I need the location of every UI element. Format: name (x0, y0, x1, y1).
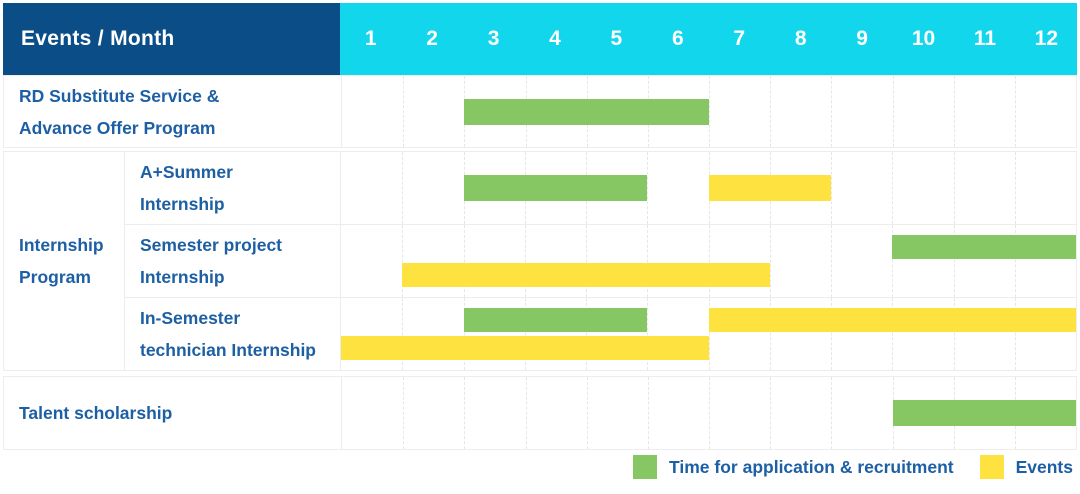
month-gridline (1014, 76, 1016, 147)
month-gridline (831, 152, 832, 224)
month-gridline (403, 76, 405, 147)
month-gridline (892, 298, 894, 370)
month-gridline (524, 225, 526, 297)
month-gridline (1014, 298, 1016, 370)
chart-cell-a-summer (340, 152, 1076, 224)
chart-cell-in-semester-technician (340, 298, 1076, 370)
month-header-cell: 10 (911, 27, 936, 50)
month-header-cell: 12 (1034, 27, 1059, 50)
month-gridline (464, 377, 466, 449)
month-header-cell: 11 (973, 27, 997, 50)
section-talent-scholarship: Talent scholarship (3, 376, 1077, 450)
table-title: Events / Month (3, 3, 340, 75)
chart-cell-rd-substitute (341, 76, 1076, 147)
month-gridline (892, 152, 894, 224)
gantt-bar-green (892, 235, 1076, 259)
month-gridline (463, 298, 465, 370)
month-gridline (892, 225, 894, 297)
month-gridline (770, 76, 772, 147)
legend-label-events: Events (1015, 456, 1073, 477)
month-gridline (403, 377, 405, 449)
month-gridline (831, 377, 833, 449)
month-gridline (709, 377, 710, 449)
month-header-cell: 5 (610, 27, 623, 50)
gantt-bar-green (464, 98, 709, 125)
group-label-internship-program: Internship Program (4, 152, 125, 370)
month-header-cell: 8 (794, 27, 807, 50)
month-gridline (953, 298, 955, 370)
month-gridline (402, 152, 404, 224)
row-in-semester-technician: In-Semester technician Internship (125, 297, 1076, 370)
row-label-in-semester-technician: In-Semester technician Internship (140, 308, 316, 360)
month-header-cell: 7 (733, 27, 746, 50)
chart-cell-semester-project (340, 225, 1076, 297)
month-gridline (525, 377, 527, 449)
month-gridline (831, 76, 833, 147)
month-gridline (769, 225, 771, 297)
gantt-table: Events / Month 1 2 3 4 5 6 7 8 9 10 11 12 RD Substi… (3, 3, 1077, 450)
month-header-cell: 1 (364, 27, 377, 50)
month-gridline (709, 76, 710, 147)
month-gridline (769, 298, 771, 370)
month-header-cell: 2 (426, 27, 438, 50)
legend-swatch-green-icon (633, 455, 658, 479)
month-gridline (463, 225, 465, 297)
month-header-cell: 4 (549, 27, 561, 50)
gantt-bar-green (463, 308, 648, 332)
row-label-rd-substitute: RD Substitute Service & Advance Offer Pr… (19, 85, 220, 138)
legend-item-application-recruitment: Time for application & recruitment (633, 455, 954, 479)
row-label-talent-scholarship: Talent scholarship (19, 403, 173, 423)
row-label-a-summer: A+Summer Internship (140, 162, 233, 214)
gantt-bar-yellow (341, 336, 709, 360)
header-row: Events / Month 1 2 3 4 5 6 7 8 9 10 11 12 (3, 3, 1077, 75)
month-gridline (647, 377, 649, 449)
row-label-semester-project: Semester project Internship (140, 235, 283, 287)
month-header-cell: 6 (671, 27, 684, 50)
month-gridline (770, 377, 772, 449)
month-gridline (892, 76, 894, 147)
month-gridline (524, 298, 526, 370)
legend-swatch-yellow-icon (979, 455, 1004, 479)
row-rd-substitute: RD Substitute Service & Advance Offer Pr… (4, 76, 1076, 147)
section-rd-substitute: RD Substitute Service & Advance Offer Pr… (3, 75, 1077, 148)
gantt-bar-green (463, 175, 648, 201)
gantt-bar-green (892, 400, 1076, 426)
month-gridline (647, 152, 649, 224)
gantt-bar-yellow (708, 175, 831, 201)
month-gridline (1014, 225, 1016, 297)
month-gridline (586, 298, 587, 370)
month-gridline (953, 76, 955, 147)
month-gridline (953, 152, 955, 224)
month-gridline (953, 225, 955, 297)
month-gridline (647, 298, 649, 370)
month-gridline (708, 298, 710, 370)
gantt-bar-yellow (708, 308, 1076, 332)
internship-subrows: A+Summer Internship Semester project Int… (125, 152, 1076, 370)
month-gridline (708, 225, 710, 297)
row-semester-project: Semester project Internship (125, 224, 1076, 297)
row-a-summer: A+Summer Internship (125, 152, 1076, 224)
month-header-row: 1 2 3 4 5 6 7 8 9 10 11 12 (340, 3, 1077, 75)
legend-item-events: Events (979, 455, 1073, 479)
section-internship-program: Internship Program A+Summer Internship S… (3, 151, 1077, 371)
month-header-cell: 3 (487, 27, 500, 50)
row-talent-scholarship: Talent scholarship (4, 377, 1076, 449)
month-gridline (1014, 152, 1016, 224)
gantt-bar-yellow (402, 263, 770, 287)
month-gridline (586, 377, 588, 449)
legend-label-application-recruitment: Time for application & recruitment (669, 456, 954, 477)
chart-cell-talent-scholarship (341, 377, 1076, 449)
month-gridline (402, 298, 404, 370)
month-gridline (831, 298, 832, 370)
month-gridline (586, 225, 587, 297)
legend: Time for application & recruitment Event… (0, 448, 1073, 486)
month-gridline (402, 225, 404, 297)
month-header-cell: 9 (856, 27, 868, 50)
month-gridline (831, 225, 832, 297)
month-gridline (647, 225, 649, 297)
